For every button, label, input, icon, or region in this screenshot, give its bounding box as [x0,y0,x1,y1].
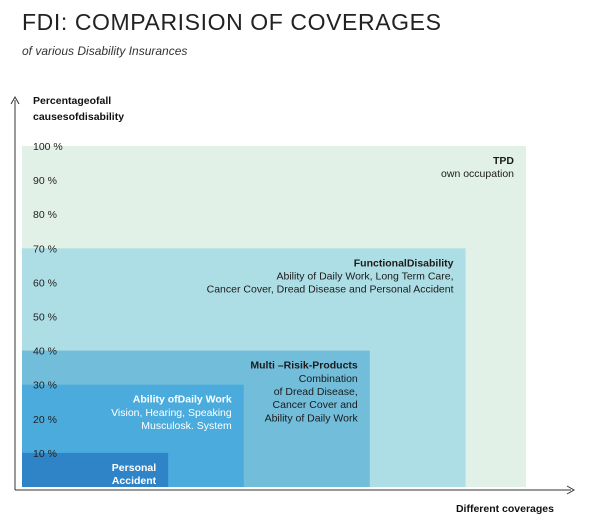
y-tick-label: 20 % [33,414,57,426]
y-tick-label: 90 % [33,175,57,187]
coverage-name-pa: Personal [112,462,156,474]
page-subtitle: of various Disability Insurances [22,44,188,58]
coverage-name-multi: Multi –Risik-Products [250,360,358,372]
x-axis-label: Different coverages [456,503,554,515]
coverage-name-pa: Accident [112,475,157,487]
page-title: FDI: COMPARISION OF COVERAGES [22,9,442,35]
y-tick-label: 40 % [33,346,57,358]
coverage-desc-functional: Ability of Daily Work, Long Term Care, [277,271,454,283]
coverage-desc-tpd: own occupation [441,168,514,180]
y-tick-label: 70 % [33,243,57,255]
coverage-areas [22,146,526,487]
axes: Percentageofall causesofdisability Diffe… [10,95,576,515]
y-axis-label-line-1: Percentageofall [33,95,111,107]
y-axis-arrow-icon [10,95,20,105]
y-tick-label: 60 % [33,277,57,289]
y-tick-label: 100 % [33,141,63,153]
y-tick-label: 30 % [33,380,57,392]
y-axis-label-line-2: causesofdisability [33,111,124,123]
y-tick-labels: 10 % 20 % 30 % 40 % 50 % 60 % 70 % 80 % 90 % 100 … [33,141,63,460]
coverage-desc-adw: Vision, Hearing, Speaking [111,407,232,419]
y-tick-label: 50 % [33,312,57,324]
area-pa [22,452,169,487]
coverage-desc-multi: of Dread Disease, [274,386,358,398]
coverage-name-functional: FunctionalDisability [354,257,454,269]
coverage-desc-multi: Cancer Cover and [273,399,358,411]
coverage-desc-multi: Ability of Daily Work [265,412,359,424]
coverage-desc-functional: Cancer Cover, Dread Disease and Personal… [207,284,454,296]
coverage-name-adw: Ability ofDaily Work [133,394,232,406]
x-axis-arrow-icon [566,485,576,495]
y-tick-label: 80 % [33,209,57,221]
coverage-desc-adw: Musculosk. System [141,420,232,432]
y-tick-label: 10 % [33,448,57,460]
coverage-name-tpd: TPD [493,155,514,167]
coverage-desc-multi: Combination [299,373,358,385]
